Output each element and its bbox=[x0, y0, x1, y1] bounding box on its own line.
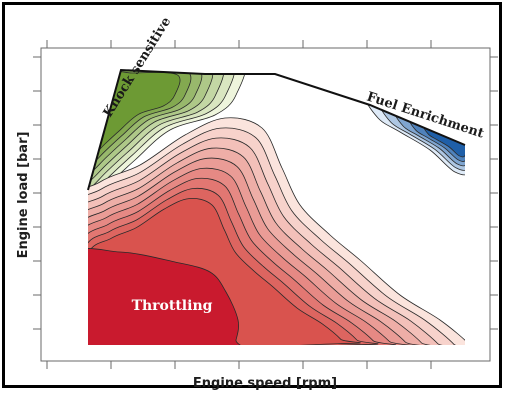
throttling-region bbox=[88, 117, 465, 345]
x-axis-ticks bbox=[46, 40, 432, 369]
x-axis-title: Engine speed [rpm] bbox=[193, 376, 337, 391]
throttling-label: Throttling bbox=[132, 298, 213, 314]
y-axis-title: Engine load [bar] bbox=[16, 132, 31, 259]
full-load-curve bbox=[87, 68, 466, 191]
plot-area bbox=[40, 47, 491, 362]
throttling-core bbox=[88, 248, 245, 345]
y-axis-ticks bbox=[33, 56, 498, 330]
